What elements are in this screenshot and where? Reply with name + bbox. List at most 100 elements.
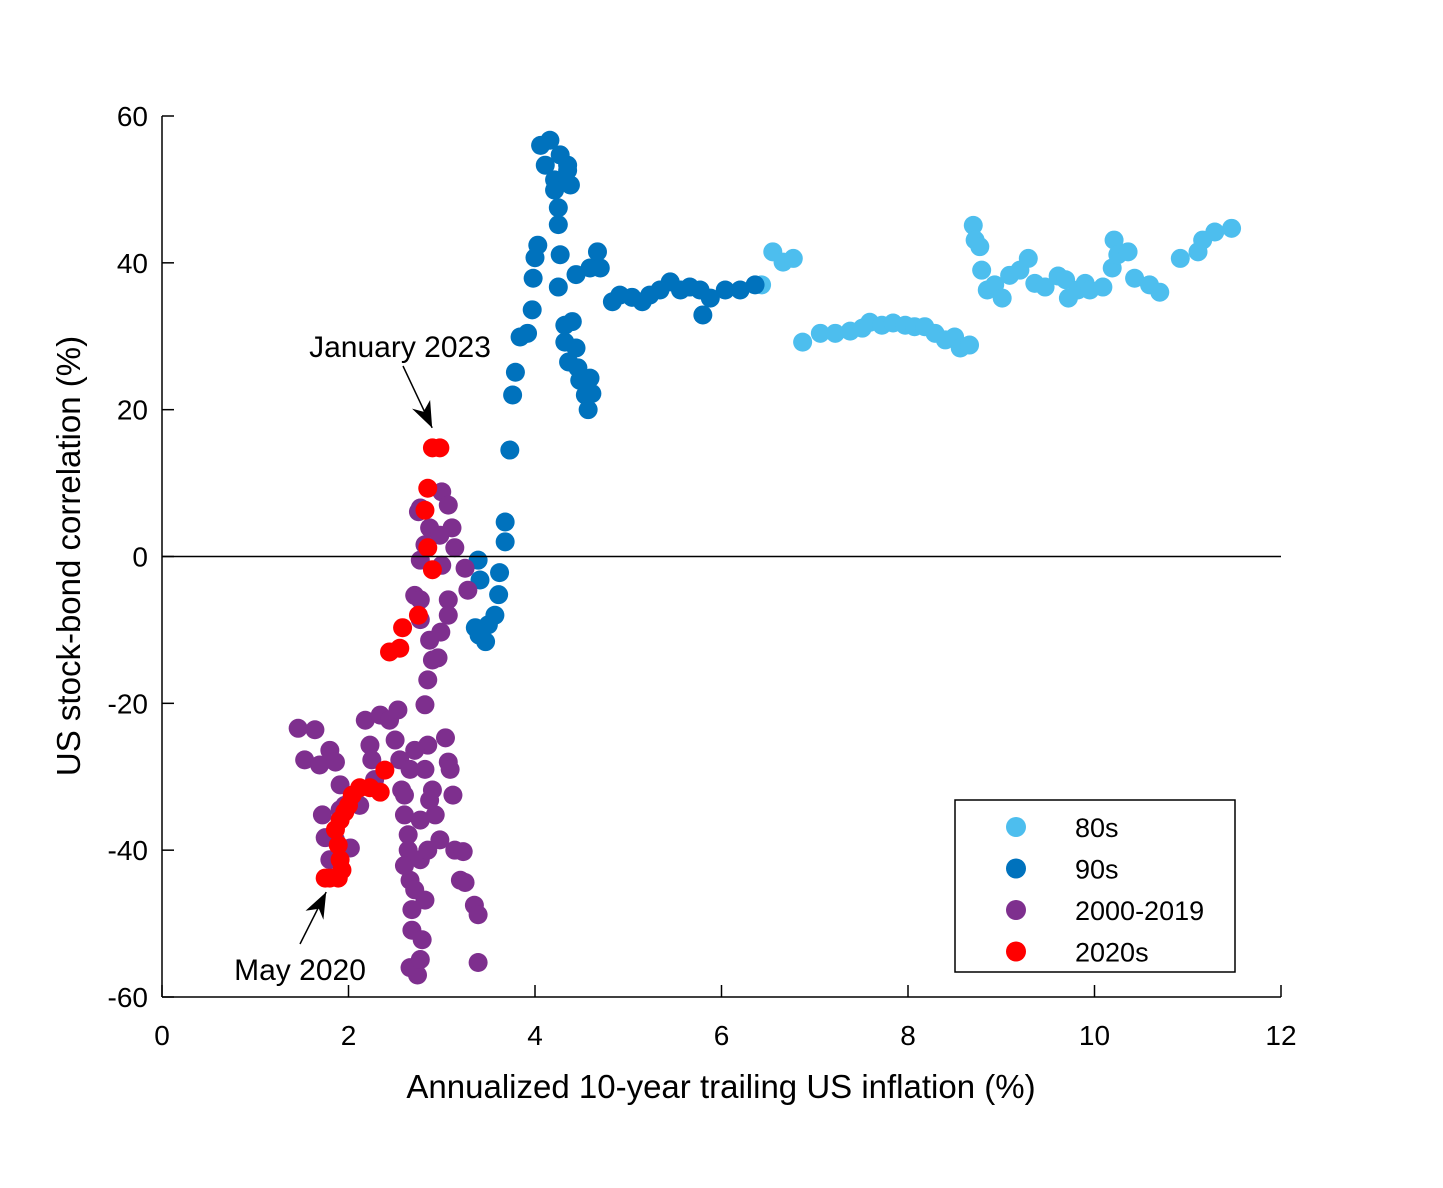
data-point xyxy=(393,618,413,638)
data-point xyxy=(418,478,438,498)
data-point xyxy=(693,305,713,325)
data-point xyxy=(522,300,542,320)
data-point xyxy=(783,248,803,268)
data-point xyxy=(560,175,580,195)
data-point xyxy=(587,242,607,262)
data-point xyxy=(305,720,325,740)
data-point xyxy=(442,518,462,538)
data-point xyxy=(415,759,435,779)
x-tick-label: 10 xyxy=(1079,1020,1110,1051)
data-point xyxy=(1118,242,1138,262)
data-point xyxy=(355,710,375,730)
y-tick-label: -20 xyxy=(108,688,148,719)
y-axis-label: US stock-bond correlation (%) xyxy=(50,336,87,776)
data-point xyxy=(468,905,488,925)
legend-marker xyxy=(1006,941,1026,962)
data-point xyxy=(548,215,568,235)
legend-marker xyxy=(1006,900,1026,920)
data-point xyxy=(288,718,308,738)
data-point xyxy=(405,880,425,900)
legend-label: 2020s xyxy=(1075,938,1149,968)
data-point xyxy=(453,842,473,862)
legend: 80s 90s 2000-2019 2020s xyxy=(954,799,1236,973)
data-point xyxy=(295,750,315,770)
data-point xyxy=(562,312,582,332)
data-point xyxy=(415,500,435,520)
data-point xyxy=(438,605,458,625)
data-point xyxy=(1222,218,1242,238)
data-point xyxy=(388,700,408,720)
data-point xyxy=(422,560,442,580)
data-point xyxy=(490,563,510,583)
data-point xyxy=(425,805,445,825)
data-point xyxy=(455,872,475,892)
axes: 0 2 4 6 8 10 12 -60 -40 -20 0 20 40 60 xyxy=(108,101,1297,1051)
data-point xyxy=(430,438,450,458)
series-80s xyxy=(752,215,1242,358)
y-tick-label: 40 xyxy=(117,248,148,279)
data-point xyxy=(1205,222,1225,242)
annotations: January 2023 May 2020 xyxy=(234,331,491,987)
data-point xyxy=(410,590,430,610)
data-point xyxy=(503,385,523,405)
x-tick-label: 2 xyxy=(341,1020,357,1051)
x-tick-label: 12 xyxy=(1265,1020,1296,1051)
annotation-arrow-may-2020-arrowhead-icon xyxy=(305,892,327,920)
data-point xyxy=(398,825,418,845)
data-point xyxy=(510,327,530,347)
annotation-january-2023: January 2023 xyxy=(309,331,491,364)
annotation-may-2020: May 2020 xyxy=(234,954,366,987)
legend-box xyxy=(954,799,1236,973)
data-point xyxy=(545,180,565,200)
data-point xyxy=(1093,277,1113,297)
data-point xyxy=(443,785,463,805)
data-point xyxy=(550,245,570,265)
data-point xyxy=(428,648,448,668)
data-point xyxy=(745,275,765,295)
data-points xyxy=(288,130,1242,985)
data-point xyxy=(578,400,598,420)
x-tick-label: 4 xyxy=(527,1020,543,1051)
data-point xyxy=(963,215,983,235)
data-point xyxy=(312,805,332,825)
data-point xyxy=(394,856,414,876)
data-point xyxy=(972,260,992,280)
data-point xyxy=(310,755,330,775)
data-point xyxy=(394,785,414,805)
series-2020s xyxy=(315,438,450,888)
data-point xyxy=(580,368,600,388)
data-point xyxy=(410,810,430,830)
data-point xyxy=(328,835,348,855)
data-point xyxy=(418,840,438,860)
data-point xyxy=(505,362,525,382)
x-tick-label: 6 xyxy=(714,1020,730,1051)
annotation-arrow-january-2023-arrowhead-icon xyxy=(412,400,433,428)
y-tick-label: 20 xyxy=(117,395,148,426)
data-point xyxy=(438,590,458,610)
data-point xyxy=(415,695,435,715)
data-point xyxy=(548,198,568,218)
data-point xyxy=(435,728,455,748)
y-tick-label: 0 xyxy=(132,542,148,573)
data-point xyxy=(1125,268,1145,288)
data-point xyxy=(558,160,578,180)
data-point xyxy=(468,952,488,972)
y-tick-label: -60 xyxy=(108,982,148,1013)
data-point xyxy=(440,759,460,779)
data-point xyxy=(402,900,422,920)
data-point xyxy=(315,868,335,888)
data-point xyxy=(730,280,750,300)
data-point xyxy=(525,248,545,268)
series-2000-2019 xyxy=(288,482,488,985)
data-point xyxy=(992,288,1012,308)
data-point xyxy=(548,277,568,297)
x-tick-label: 8 xyxy=(900,1020,916,1051)
data-point xyxy=(793,332,813,352)
data-point xyxy=(445,538,465,558)
data-point xyxy=(418,670,438,690)
x-tick-label: 0 xyxy=(154,1020,170,1051)
data-point xyxy=(489,585,509,605)
legend-label: 2000-2019 xyxy=(1075,896,1204,926)
x-axis-label: Annualized 10-year trailing US inflation… xyxy=(406,1068,1035,1105)
